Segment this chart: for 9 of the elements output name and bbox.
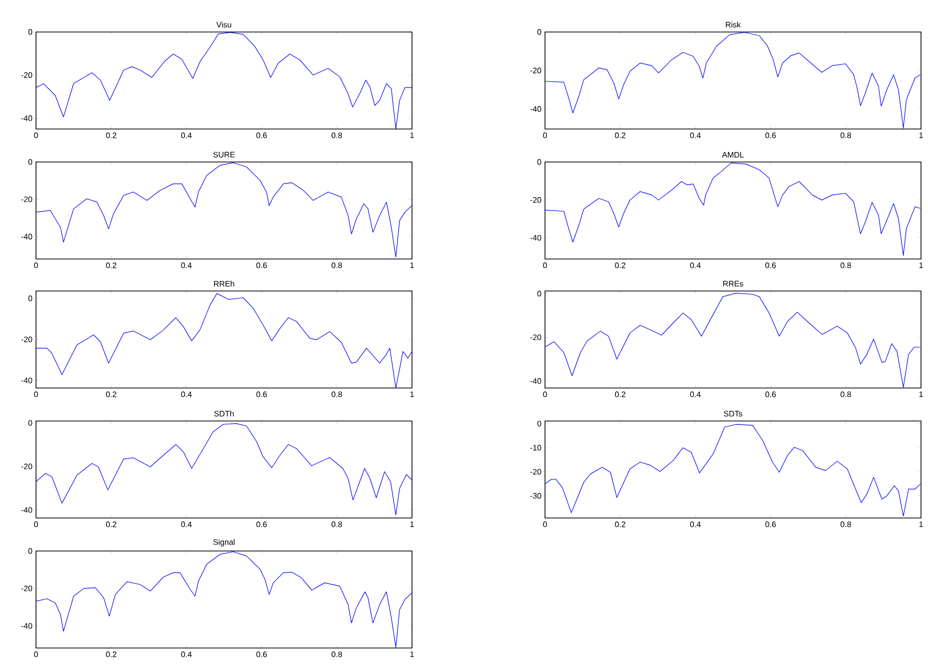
line-series xyxy=(36,162,412,258)
line-series xyxy=(545,32,921,128)
line-series xyxy=(545,162,921,256)
line-series xyxy=(36,551,412,648)
line-series xyxy=(36,423,412,516)
line-series xyxy=(36,293,412,388)
line-series xyxy=(36,32,412,129)
line-series xyxy=(545,292,921,388)
line-series xyxy=(545,424,921,516)
